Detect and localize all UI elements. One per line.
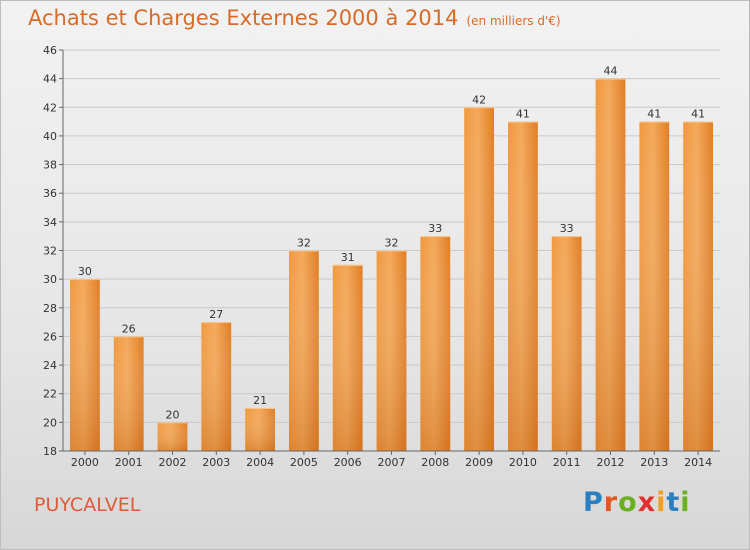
bar-value-label: 21 <box>253 394 267 407</box>
x-tick-label: 2014 <box>684 456 712 469</box>
y-tick-label: 30 <box>43 273 57 286</box>
bar-value-label: 32 <box>297 237 311 250</box>
x-tick-label: 2002 <box>159 456 187 469</box>
bar-value-label: 31 <box>341 251 355 264</box>
bar-value-label: 30 <box>78 265 92 278</box>
proxiti-logo: Proxiti <box>583 487 691 518</box>
bar-value-label: 32 <box>385 237 399 250</box>
y-tick-label: 46 <box>43 44 57 57</box>
bar-shade <box>683 121 713 451</box>
bar-shade <box>289 250 319 451</box>
x-tick-label: 2005 <box>290 456 318 469</box>
y-tick-label: 32 <box>43 245 57 258</box>
bar-value-label: 26 <box>122 322 136 335</box>
bar-shade <box>332 264 363 451</box>
bar-value-label: 27 <box>209 308 223 321</box>
bar-value-label: 33 <box>560 222 574 235</box>
y-tick-label: 34 <box>43 216 57 229</box>
chart-unit: (en milliers d'€) <box>466 14 561 28</box>
place-name: PUYCALVEL <box>34 494 141 516</box>
bar-value-label: 41 <box>691 108 705 121</box>
x-tick-label: 2001 <box>115 456 143 469</box>
x-tick-label: 2006 <box>334 456 362 469</box>
y-tick-label: 24 <box>43 359 57 372</box>
y-tick-label: 38 <box>43 159 57 172</box>
bar-shade <box>551 236 582 451</box>
bar-value-label: 20 <box>166 408 180 421</box>
x-tick-label: 2000 <box>71 456 99 469</box>
y-tick-label: 36 <box>43 187 57 200</box>
logo-letter: P <box>583 487 604 518</box>
bar-shade <box>376 250 407 451</box>
x-tick-label: 2011 <box>553 456 581 469</box>
y-tick-label: 44 <box>43 73 57 86</box>
x-tick-label: 2007 <box>378 456 406 469</box>
y-tick-label: 26 <box>43 330 57 343</box>
logo-letter: x <box>637 487 657 518</box>
bar-shade <box>595 78 626 452</box>
chart-title: Achats et Charges Externes 2000 à 2014 (e… <box>28 6 561 30</box>
y-tick-label: 28 <box>43 302 57 315</box>
y-tick-label: 42 <box>43 101 57 114</box>
x-tick-label: 2012 <box>597 456 625 469</box>
x-tick-label: 2009 <box>465 456 493 469</box>
bar-shade <box>113 336 144 451</box>
x-tick-label: 2013 <box>640 456 668 469</box>
y-tick-label: 20 <box>43 416 57 429</box>
x-tick-label: 2004 <box>246 456 274 469</box>
y-tick-label: 22 <box>43 388 57 401</box>
bar-shade <box>245 408 275 451</box>
logo-letter: i <box>680 487 691 518</box>
bar-value-label: 42 <box>472 93 486 106</box>
x-tick-label: 2010 <box>509 456 537 469</box>
bar-shade <box>464 107 494 452</box>
bar-value-label: 44 <box>604 65 618 78</box>
bar-shade <box>508 121 538 451</box>
bar-shade <box>157 422 188 451</box>
bar-value-label: 41 <box>516 108 530 121</box>
bar-shade <box>639 121 670 451</box>
y-tick-label: 18 <box>43 445 57 458</box>
logo-letter: t <box>666 487 681 518</box>
bar-shade <box>70 279 100 451</box>
x-tick-label: 2003 <box>202 456 230 469</box>
bar-shade <box>420 236 451 451</box>
y-tick-label: 40 <box>43 130 57 143</box>
bar-value-label: 33 <box>428 222 442 235</box>
logo-letter: i <box>656 487 667 518</box>
bar-value-label: 41 <box>647 108 661 121</box>
x-tick-label: 2008 <box>421 456 449 469</box>
logo-letter: r <box>603 487 619 518</box>
bar-shade <box>201 322 232 451</box>
logo-letter: o <box>618 487 638 518</box>
